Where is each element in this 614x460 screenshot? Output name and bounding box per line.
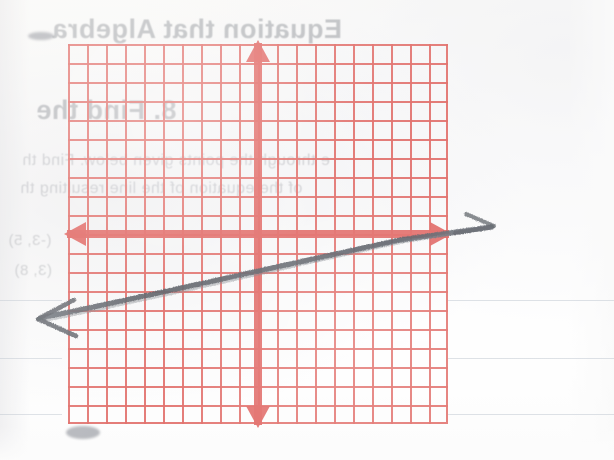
paper-edge-shadow-left <box>0 0 30 460</box>
coordinate-grid <box>64 40 452 428</box>
rule-line-5 <box>448 358 614 359</box>
paper-edge-shadow-bottom <box>0 426 614 460</box>
y-axis-arrow-up-icon <box>246 40 270 62</box>
rule-line-1 <box>0 300 62 301</box>
rule-line-2 <box>0 358 62 359</box>
pencil-smudge-bottom <box>66 426 100 439</box>
rule-line-3 <box>0 414 62 415</box>
rule-line-4 <box>448 300 614 301</box>
paper-edge-shadow-right <box>568 0 614 460</box>
rule-line-6 <box>448 414 614 415</box>
x-axis-line <box>67 230 449 238</box>
pencil-smudge-top-left <box>28 32 54 40</box>
x-axis-arrow-right-icon <box>430 222 452 246</box>
x-axis-arrow-left-icon <box>64 222 86 246</box>
y-axis-arrow-down-icon <box>246 406 270 428</box>
